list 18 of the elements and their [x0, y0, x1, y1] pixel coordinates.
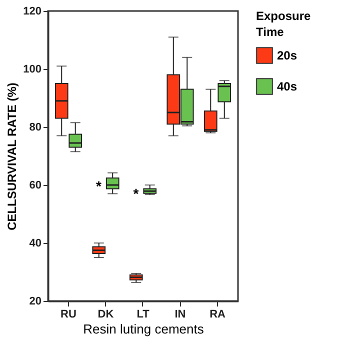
y-tick-label: 100: [23, 64, 42, 76]
legend-label: 40s: [277, 80, 298, 94]
annotation: *: [96, 178, 102, 194]
annotation: *: [133, 185, 140, 202]
x-axis-title: Resin luting cements: [83, 322, 204, 336]
legend-label: 20s: [277, 48, 298, 62]
y-axis-title: CELLSURVIVAL RATE (%): [5, 82, 20, 230]
y-tick-label: 60: [29, 180, 42, 192]
y-tick-label: 80: [29, 122, 42, 134]
y-tick-label: 20: [29, 296, 42, 308]
x-tick-label: RU: [60, 308, 76, 320]
legend-title: Exposure Time: [256, 9, 312, 39]
y-tick-label: 40: [29, 238, 42, 250]
x-tick-label: DK: [98, 308, 114, 320]
y-tick-label: 120: [23, 6, 42, 18]
x-tick-label: IN: [174, 308, 186, 320]
x-tick-label: LT: [136, 308, 150, 320]
x-tick-label: RA: [210, 308, 226, 320]
